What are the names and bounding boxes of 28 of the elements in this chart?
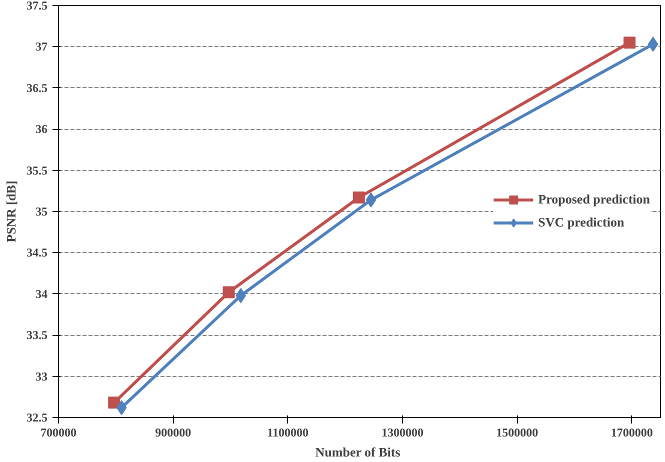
point	[108, 396, 120, 409]
y-tick-label: 32.5	[26, 410, 48, 424]
y-tick-label: 34.5	[26, 246, 48, 260]
point	[648, 36, 658, 52]
point	[366, 192, 376, 208]
point	[624, 36, 636, 49]
x-axis-title: Number of Bits	[315, 444, 400, 460]
legend-label: Proposed prediction	[538, 192, 650, 208]
x-tick-label: 1300000	[382, 426, 424, 440]
y-tick-label: 36	[36, 122, 48, 136]
x-tick-label: 1100000	[267, 426, 309, 440]
y-tick-label: 37	[36, 40, 48, 54]
y-tick-label: 37.5	[26, 0, 48, 12]
point	[352, 191, 365, 204]
y-tick-label: 35	[36, 204, 48, 218]
legend-label: SVC prediction	[538, 214, 624, 230]
y-tick-label: 35.5	[26, 163, 48, 178]
x-tick-label: 700000	[40, 426, 76, 440]
y-axis-title: PSNR [dB]	[4, 180, 18, 242]
point	[222, 286, 235, 298]
x-tick-label: 1500000	[496, 426, 538, 440]
y-tick-label: 33.5	[26, 328, 48, 342]
y-tick-label: 36.5	[26, 80, 48, 95]
y-tick-label: 33	[36, 369, 48, 384]
x-tick-label: 900000	[155, 426, 192, 440]
y-tick-label: 34	[36, 286, 48, 301]
x-tick-label: 1700000	[610, 426, 653, 440]
point	[116, 400, 127, 416]
